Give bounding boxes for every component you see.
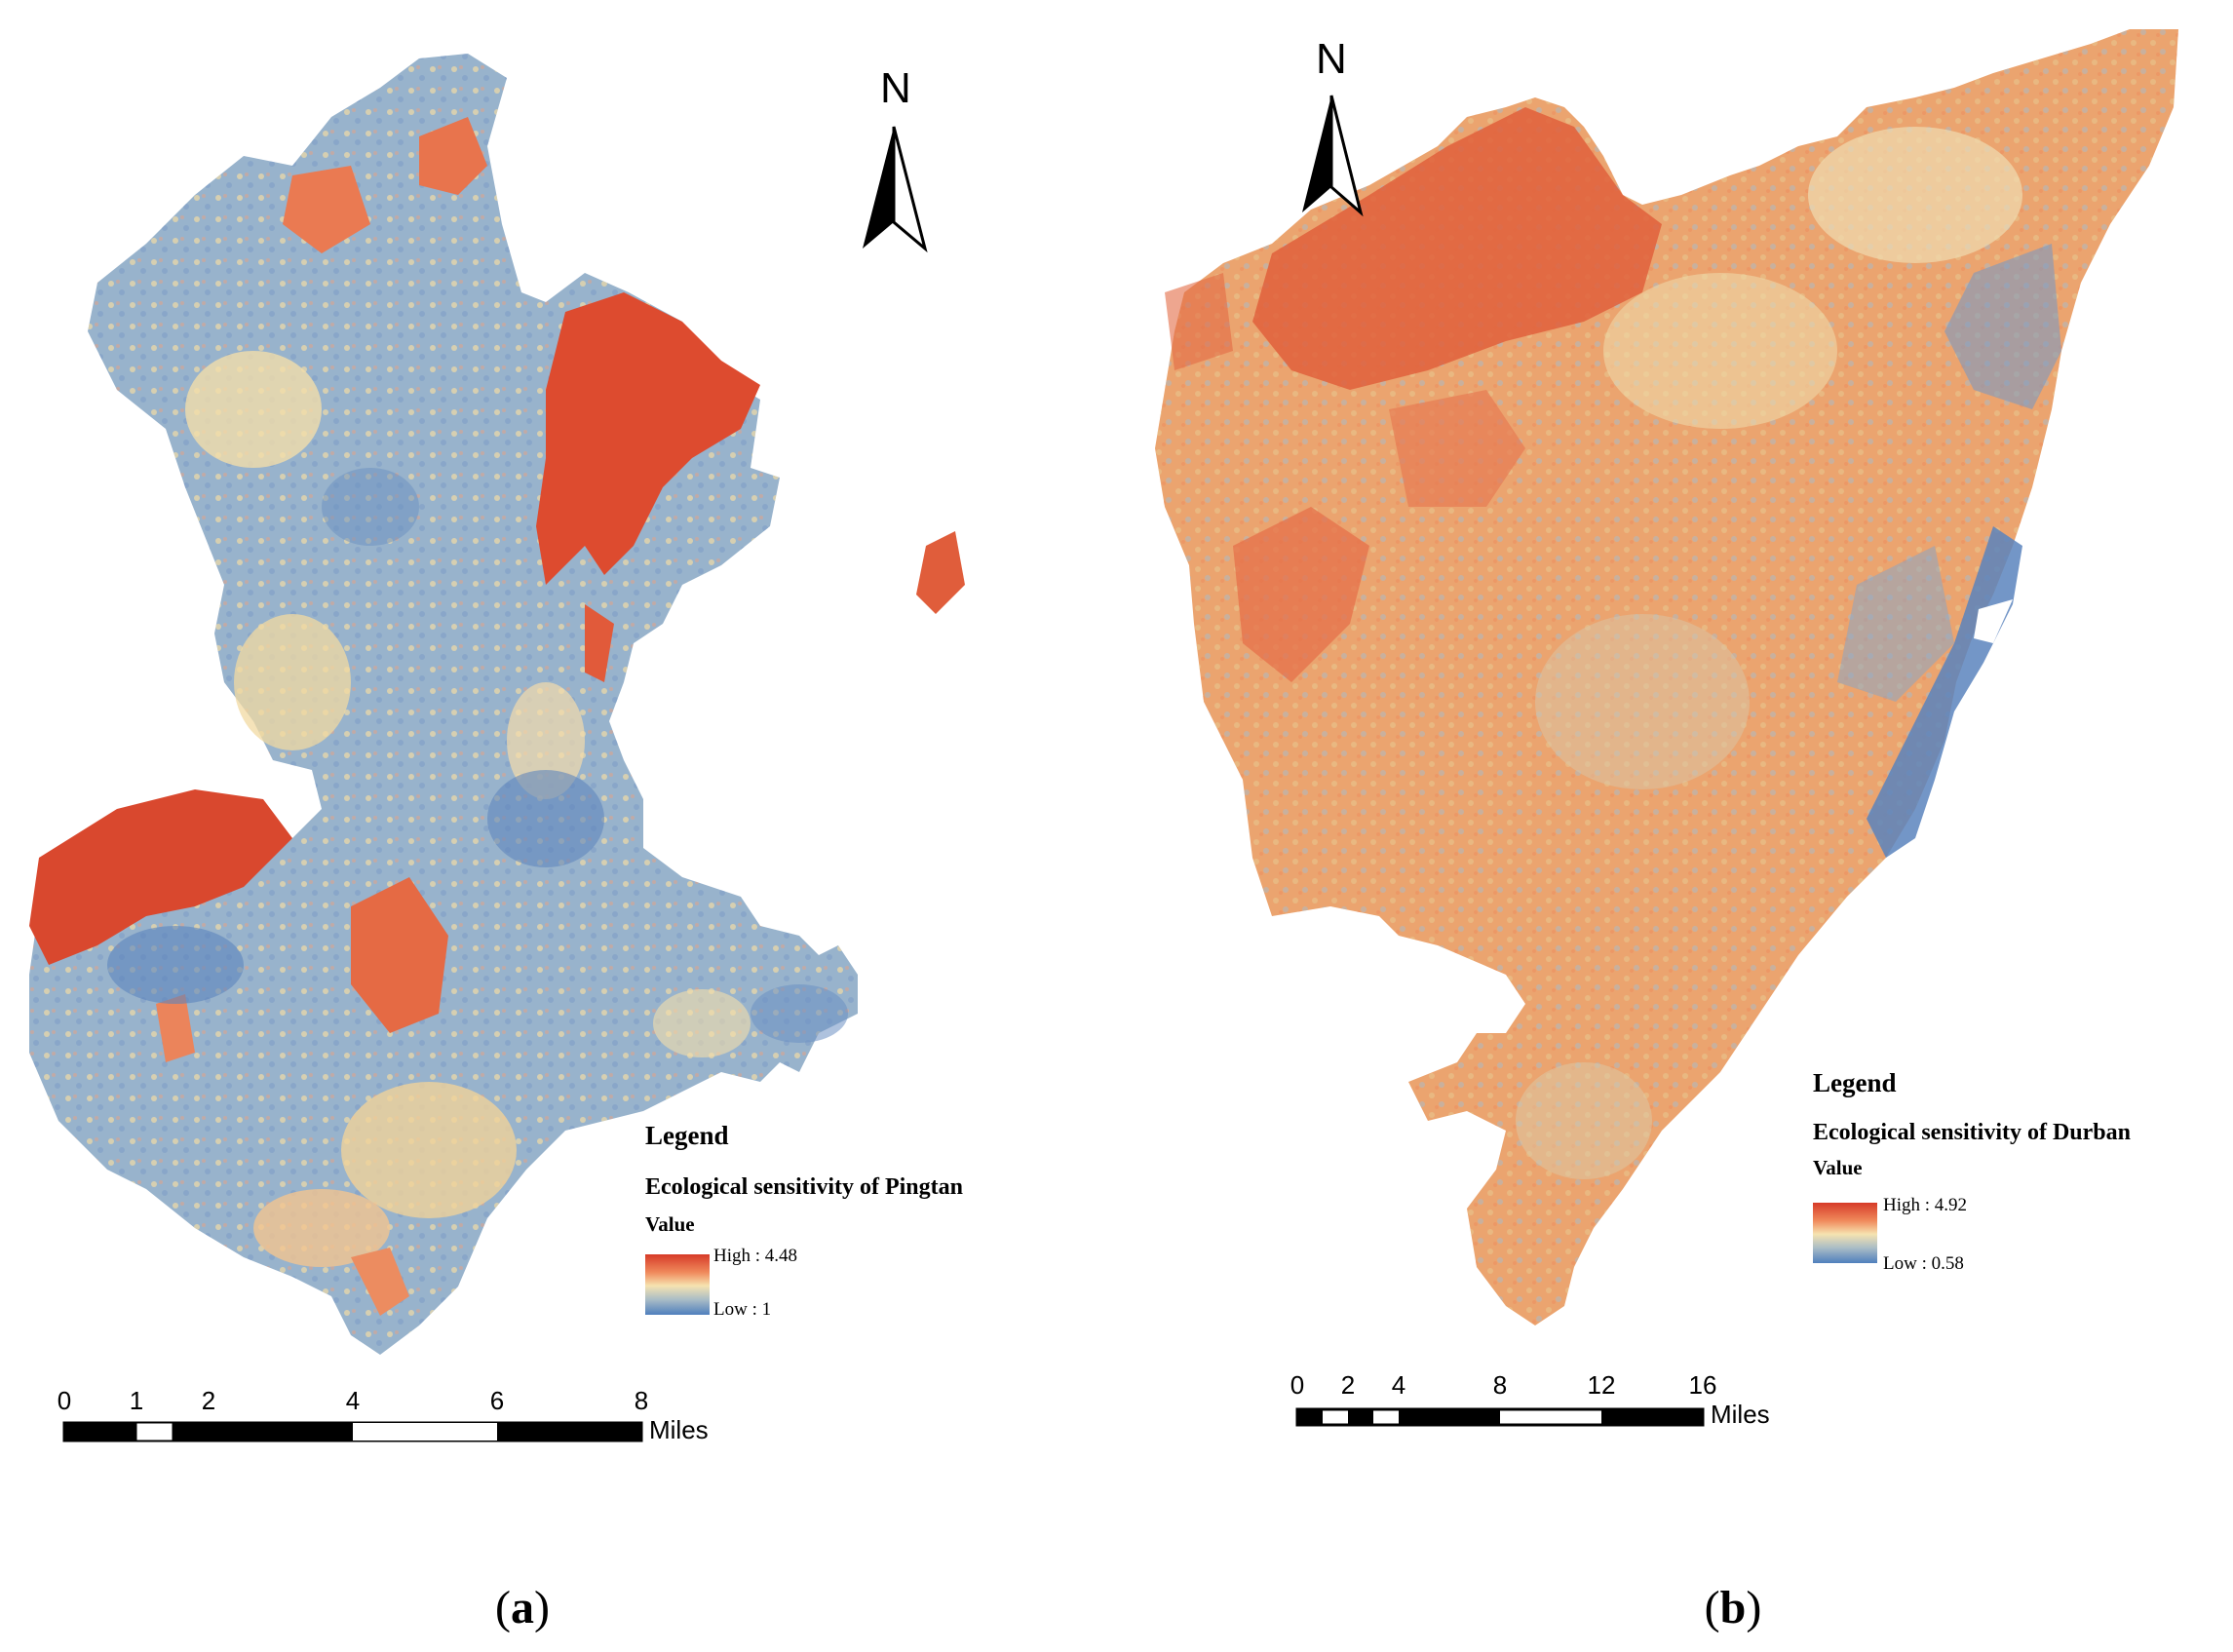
ramp-high-label: High : 4.92	[1883, 1195, 1968, 1215]
north-arrow	[1302, 95, 1364, 217]
scale-tick: 6	[489, 1386, 505, 1415]
scale-tick: 12	[1587, 1370, 1616, 1400]
high-zone-west	[29, 789, 292, 965]
legend-title: Legend	[1813, 1068, 1897, 1097]
scale-bar	[62, 1421, 643, 1442]
scale-tick: 1	[129, 1386, 144, 1415]
scale-unit: Miles	[1711, 1400, 1770, 1429]
high-zone-north	[1252, 107, 1662, 390]
scale-tick: 8	[634, 1386, 649, 1415]
scale-tick: 2	[1340, 1370, 1356, 1400]
scale-tick: 0	[57, 1386, 72, 1415]
legend-layer-name: Ecological sensitivity of Durban	[1813, 1120, 2132, 1145]
panel-a-pingtan: N Legend Ecological sensitivity of Pingt…	[0, 0, 1116, 1652]
legend-layer-name: Ecological sensitivity of Pingtan	[645, 1174, 963, 1200]
legend-b: Legend Ecological sensitivity of Durban …	[1813, 1068, 2131, 1180]
durban-municipality	[1155, 29, 2178, 1325]
ramp-high-label: High : 4.48	[713, 1246, 798, 1266]
scale-tick: 2	[201, 1386, 216, 1415]
legend-title: Legend	[645, 1121, 729, 1150]
north-label: N	[880, 64, 911, 112]
scale-unit: Miles	[649, 1415, 709, 1444]
scale-bar	[1295, 1407, 1705, 1427]
legend-value-label: Value	[645, 1212, 695, 1236]
caption-letter: a	[511, 1582, 534, 1633]
scale-tick: 8	[1492, 1370, 1508, 1400]
pingtan-island	[29, 54, 965, 1355]
legend-value-label: Value	[1813, 1156, 1863, 1179]
caption-a: (a)	[495, 1582, 550, 1633]
color-ramp	[1813, 1203, 1877, 1263]
legend-a: Legend Ecological sensitivity of Pingtan…	[645, 1121, 963, 1237]
scale-tick: 16	[1688, 1370, 1717, 1400]
panel-b-durban: N Legend Ecological sensitivity of Durba…	[1116, 0, 2233, 1652]
durban-map	[1155, 29, 2178, 1427]
ramp-low-label: Low : 1	[713, 1299, 772, 1320]
scale-tick: 0	[1290, 1370, 1305, 1400]
scale-tick: 4	[345, 1386, 361, 1415]
scale-tick: 4	[1391, 1370, 1406, 1400]
caption-b: (b)	[1704, 1582, 1762, 1633]
caption-letter: b	[1719, 1582, 1747, 1633]
north-label: N	[1316, 35, 1347, 83]
high-zone-northeast	[536, 292, 760, 585]
pingtan-map	[29, 54, 965, 1442]
ramp-low-label: Low : 0.58	[1883, 1253, 1964, 1274]
color-ramp	[645, 1254, 710, 1315]
north-arrow	[863, 126, 928, 253]
